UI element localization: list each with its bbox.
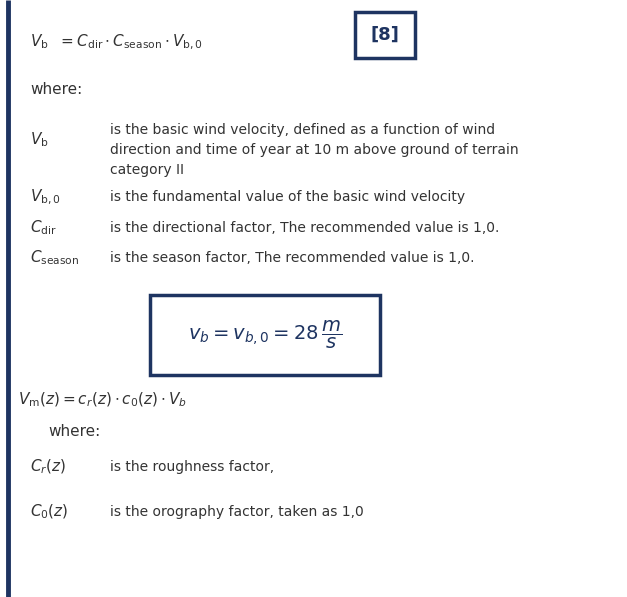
Text: is the directional factor, The recommended value is 1,0.: is the directional factor, The recommend… (110, 221, 499, 235)
Text: $V_{\rm b,0}$: $V_{\rm b,0}$ (30, 187, 61, 207)
Text: $V_{\rm b}$: $V_{\rm b}$ (30, 33, 49, 51)
Text: $C_{\rm season}$: $C_{\rm season}$ (30, 248, 79, 267)
Text: $C_{\rm dir}$: $C_{\rm dir}$ (30, 219, 57, 238)
Text: category II: category II (110, 163, 184, 177)
Text: $V_{\rm b}$: $V_{\rm b}$ (30, 131, 49, 149)
Text: $v_b = v_{b,0} = 28\,\dfrac{m}{s}$: $v_b = v_{b,0} = 28\,\dfrac{m}{s}$ (188, 319, 342, 351)
Text: [8]: [8] (371, 26, 399, 44)
Text: where:: where: (30, 82, 82, 97)
Text: is the fundamental value of the basic wind velocity: is the fundamental value of the basic wi… (110, 190, 465, 204)
Text: is the season factor, The recommended value is 1,0.: is the season factor, The recommended va… (110, 251, 475, 265)
Text: is the basic wind velocity, defined as a function of wind: is the basic wind velocity, defined as a… (110, 123, 495, 137)
Bar (150, 295, 380, 375)
Bar (355, 12, 415, 58)
Text: $C_0(z)$: $C_0(z)$ (30, 503, 68, 521)
Text: is the roughness factor,: is the roughness factor, (110, 460, 274, 474)
Text: direction and time of year at 10 m above ground of terrain: direction and time of year at 10 m above… (110, 143, 519, 157)
Text: is the orography factor, taken as 1,0: is the orography factor, taken as 1,0 (110, 505, 364, 519)
Text: $V_{\rm m}(z) = c_r(z) \cdot c_0(z) \cdot V_b$: $V_{\rm m}(z) = c_r(z) \cdot c_0(z) \cdo… (18, 391, 187, 409)
Text: $= C_{\rm dir} \cdot C_{\rm season} \cdot V_{\rm b,0}$: $= C_{\rm dir} \cdot C_{\rm season} \cdo… (58, 32, 203, 52)
Text: $C_r(z)$: $C_r(z)$ (30, 458, 66, 476)
Text: where:: where: (48, 424, 100, 439)
